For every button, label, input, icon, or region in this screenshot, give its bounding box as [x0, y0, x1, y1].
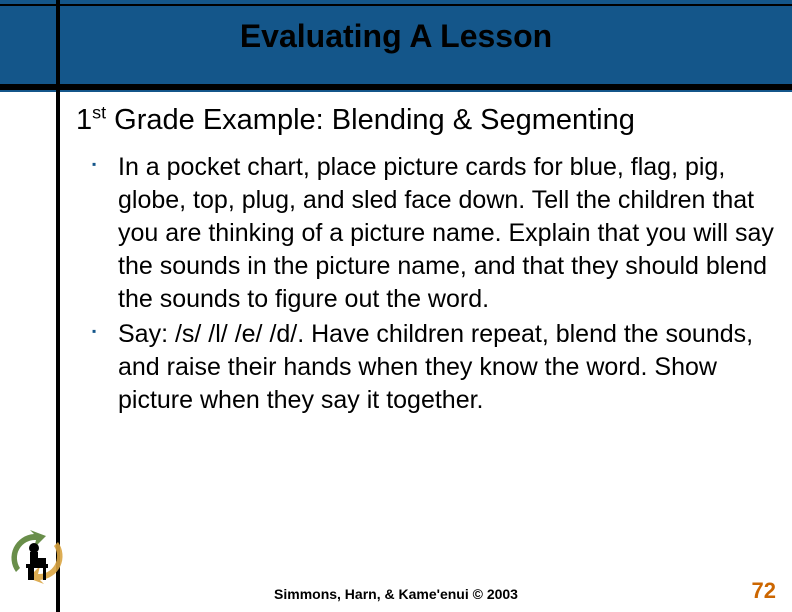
subtitle: 1st Grade Example: Blending & Segmenting: [70, 104, 780, 137]
subtitle-sup: st: [92, 102, 106, 122]
slide-title: Evaluating A Lesson: [0, 18, 792, 55]
header-top-rule: [0, 4, 792, 6]
bullet-text: In a pocket chart, place picture cards f…: [118, 153, 774, 313]
vertical-rule: [56, 0, 60, 612]
bullet-text: Say: /s/ /l/ /e/ /d/. Have children repe…: [118, 320, 753, 414]
subtitle-post: Grade Example: Blending & Segmenting: [106, 104, 635, 136]
reader-cycle-icon: [4, 524, 70, 590]
subtitle-pre: 1: [76, 104, 92, 136]
slide: Evaluating A Lesson 1st Grade Example: B…: [0, 0, 792, 612]
page-number: 72: [752, 578, 776, 604]
header-bottom-rule: [0, 84, 792, 90]
footer-credit: Simmons, Harn, & Kame'enui © 2003: [0, 586, 792, 602]
bullet-list: In a pocket chart, place picture cards f…: [70, 151, 780, 417]
list-item: Say: /s/ /l/ /e/ /d/. Have children repe…: [98, 318, 780, 417]
content-box: 1st Grade Example: Blending & Segmenting…: [70, 104, 780, 419]
list-item: In a pocket chart, place picture cards f…: [98, 151, 780, 316]
